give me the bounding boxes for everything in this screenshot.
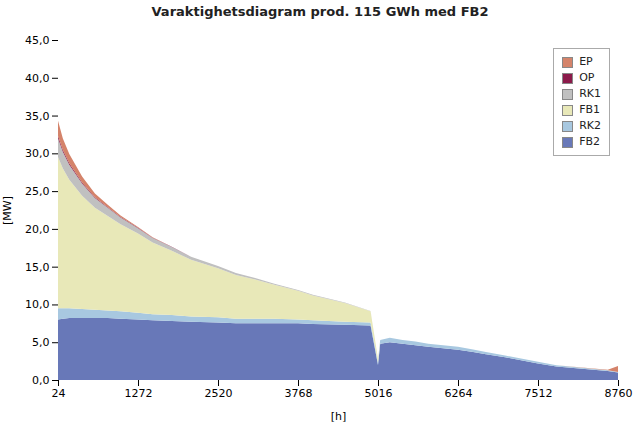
svg-text:5016: 5016 <box>365 387 393 400</box>
svg-text:5,0: 5,0 <box>32 336 50 349</box>
html-text:FB1: FB1 <box>579 103 600 116</box>
html-text:Varaktighetsdiagram prod. 115: Varaktighetsdiagram prod. 115 GWh med FB… <box>151 4 489 19</box>
svg-text:8760: 8760 <box>605 387 633 400</box>
svg-text:20,0: 20,0 <box>25 223 50 236</box>
svg-text:45,0: 45,0 <box>25 34 50 47</box>
svg-text:[MW]: [MW] <box>1 196 14 225</box>
html-text:RK2: RK2 <box>579 119 601 132</box>
svg-text:3768: 3768 <box>285 387 313 400</box>
svg-text:24: 24 <box>52 387 66 400</box>
svg-text:40,0: 40,0 <box>25 72 50 85</box>
html-text:FB2: FB2 <box>579 135 600 148</box>
svg-text:7512: 7512 <box>525 387 553 400</box>
html-text:EP: EP <box>579 55 593 68</box>
svg-text:15,0: 15,0 <box>25 261 50 274</box>
svg-text:35,0: 35,0 <box>25 110 50 123</box>
svg-text:[h]: [h] <box>331 410 347 422</box>
svg-text:1272: 1272 <box>125 387 153 400</box>
svg-text:30,0: 30,0 <box>25 147 50 160</box>
svg-text:0,0: 0,0 <box>32 374 50 387</box>
svg-text:6264: 6264 <box>445 387 473 400</box>
html-text:OP: OP <box>579 71 595 84</box>
svg-text:25,0: 25,0 <box>25 185 50 198</box>
svg-text:10,0: 10,0 <box>25 298 50 311</box>
svg-text:2520: 2520 <box>205 387 233 400</box>
html-text:RK1: RK1 <box>579 87 601 100</box>
